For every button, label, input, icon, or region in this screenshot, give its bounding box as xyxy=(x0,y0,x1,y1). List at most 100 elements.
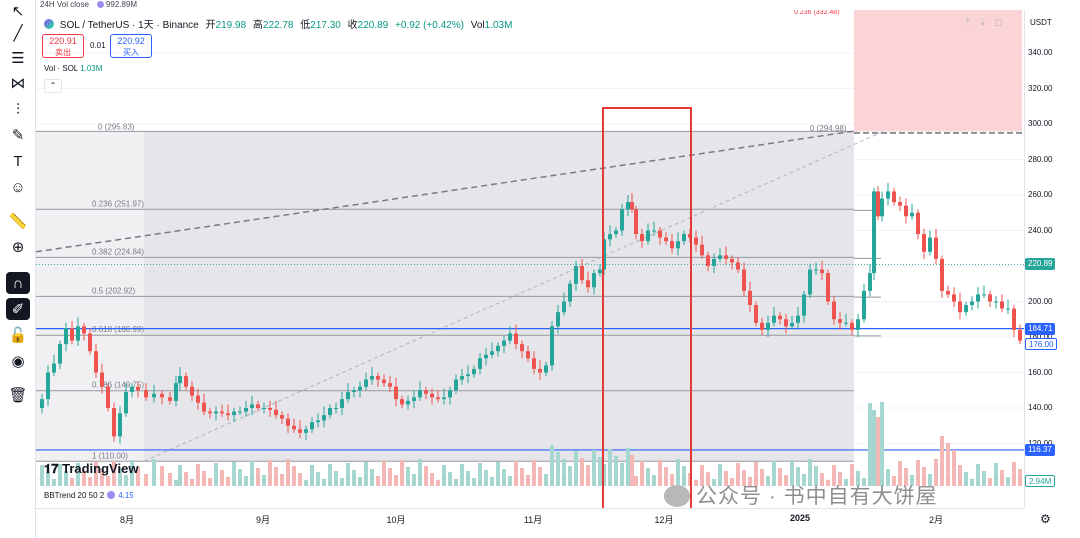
volume-bar xyxy=(250,461,254,486)
zoom-in-icon[interactable]: ⊕ xyxy=(11,239,25,256)
volume-bar xyxy=(76,463,80,486)
cursor-icon[interactable]: ↖ xyxy=(11,3,25,20)
candle-body xyxy=(946,290,950,295)
volume-bar xyxy=(412,474,416,486)
candle-body xyxy=(856,319,860,330)
volume-bar xyxy=(190,479,194,486)
volume-bar xyxy=(550,445,554,486)
volume-bar xyxy=(820,473,824,486)
price-tick: 340.00 xyxy=(1028,48,1053,57)
volume-bar xyxy=(772,461,776,486)
bbtrend-dot-icon xyxy=(107,491,116,499)
candle-body xyxy=(514,333,518,345)
volume-bar xyxy=(130,460,134,486)
volume-bar xyxy=(94,462,98,486)
candle-body xyxy=(82,326,86,334)
time-axis[interactable]: 8月 9月 10月 11月 12月 2025 2月 xyxy=(36,508,1024,530)
move-up-icon[interactable]: ⇡ xyxy=(964,17,972,27)
collapse-legend-button[interactable]: ⌃ xyxy=(44,79,62,93)
volume-legend-value: 1.03M xyxy=(80,64,103,73)
candle-body xyxy=(364,379,368,387)
candle-body xyxy=(94,351,98,373)
volume-bar xyxy=(64,471,68,486)
text-tool-icon[interactable]: T xyxy=(13,152,23,170)
time-tick: 8月 xyxy=(119,515,135,525)
current-price-badge: 220.89 xyxy=(1025,258,1056,271)
candle-body xyxy=(1012,308,1016,330)
volume-bar xyxy=(460,464,464,486)
price-axis[interactable]: 340.00 320.00 300.00 280.00 260.00 240.00 220.… xyxy=(1024,10,1080,508)
candle-body xyxy=(196,395,200,403)
volume-bar xyxy=(940,436,944,486)
volume-bar xyxy=(286,459,290,486)
volume-legend: Vol · SOL 1.03M xyxy=(44,64,102,73)
eye-icon[interactable]: ◉ xyxy=(11,353,25,370)
magnet-icon[interactable]: ∩ xyxy=(6,272,30,294)
volume-bar xyxy=(574,451,578,486)
trash-icon[interactable]: 🗑 xyxy=(8,387,28,404)
candle-body xyxy=(730,258,734,263)
volume-bar xyxy=(910,475,914,486)
volume-bar xyxy=(442,465,446,486)
candle-body xyxy=(76,326,80,341)
fib-tool-icon[interactable]: ⫶ xyxy=(16,100,20,118)
volume-bar xyxy=(664,467,668,486)
volume-bar xyxy=(160,466,164,486)
time-tick: 2025 xyxy=(789,513,811,523)
volume-bar xyxy=(904,468,908,486)
emoji-icon[interactable]: ☺ xyxy=(10,178,26,196)
symbol-title[interactable]: SOL / TetherUS · 1天 · Binance xyxy=(59,20,199,31)
candle-body xyxy=(934,237,938,259)
volume-bar xyxy=(100,469,104,486)
candle-body xyxy=(820,269,824,274)
price-chart[interactable]: 0.236 (332.48) 0 (295.83) 0.236 (251.97) 0.… xyxy=(36,10,1024,508)
currency-label[interactable]: USDT xyxy=(1030,18,1052,27)
fib-label-0: 0 (295.83) xyxy=(98,122,135,131)
time-tick: 9月 xyxy=(255,515,271,525)
candle-body xyxy=(70,328,74,341)
volume-bar xyxy=(46,472,50,486)
candle-body xyxy=(928,237,932,252)
sell-button[interactable]: 220.91 卖出 xyxy=(42,34,84,58)
candle-body xyxy=(340,399,344,408)
candle-body xyxy=(168,397,172,401)
candle-body xyxy=(784,319,788,327)
ruler-icon[interactable]: 📏 xyxy=(8,213,28,230)
candle-body xyxy=(226,413,230,416)
candle-body xyxy=(626,202,630,210)
candle-body xyxy=(304,429,308,433)
candle-body xyxy=(202,402,206,412)
candle-body xyxy=(614,230,618,235)
buy-button[interactable]: 220.92 买入 xyxy=(110,34,152,58)
price-tick: 120.00 xyxy=(1028,439,1052,448)
volume-bar xyxy=(982,471,986,486)
settings-gear-icon[interactable]: ⚙ xyxy=(1040,512,1051,526)
brush-icon[interactable]: ✎ xyxy=(11,127,25,144)
candle-body xyxy=(424,390,428,394)
volume-bar xyxy=(790,460,794,486)
candle-body xyxy=(322,415,326,421)
candle-body xyxy=(274,409,278,416)
candle-body xyxy=(466,374,470,377)
buy-label: 买入 xyxy=(123,48,139,57)
fib-level-label: 0.382 (224.84) xyxy=(92,247,144,256)
trend-line-icon[interactable]: ╱ xyxy=(13,25,23,42)
chart-header: SOL / TetherUS · 1天 · Binance 开219.98 高2… xyxy=(44,16,512,31)
lock-icon[interactable]: 🔓 xyxy=(8,327,28,344)
volume-bar xyxy=(256,468,260,486)
candle-body xyxy=(790,322,794,327)
parallel-lines-icon[interactable]: ☰ xyxy=(11,50,25,67)
candle-body xyxy=(630,202,634,210)
candle-body xyxy=(496,345,500,352)
volume-bar xyxy=(724,471,728,486)
lock-drawing-icon[interactable]: ✐ xyxy=(6,298,30,320)
move-down-icon[interactable]: ⇣ xyxy=(979,17,987,27)
high-value: 222.78 xyxy=(262,20,294,31)
maximize-pane-icon[interactable]: ▢ xyxy=(994,17,1003,27)
volume-bar xyxy=(592,450,596,486)
volume-bar xyxy=(262,475,266,486)
volume-bar xyxy=(508,476,512,486)
volume-bar xyxy=(682,466,686,486)
candle-body xyxy=(970,301,974,306)
pitchfork-icon[interactable]: ⋈ xyxy=(10,75,26,92)
